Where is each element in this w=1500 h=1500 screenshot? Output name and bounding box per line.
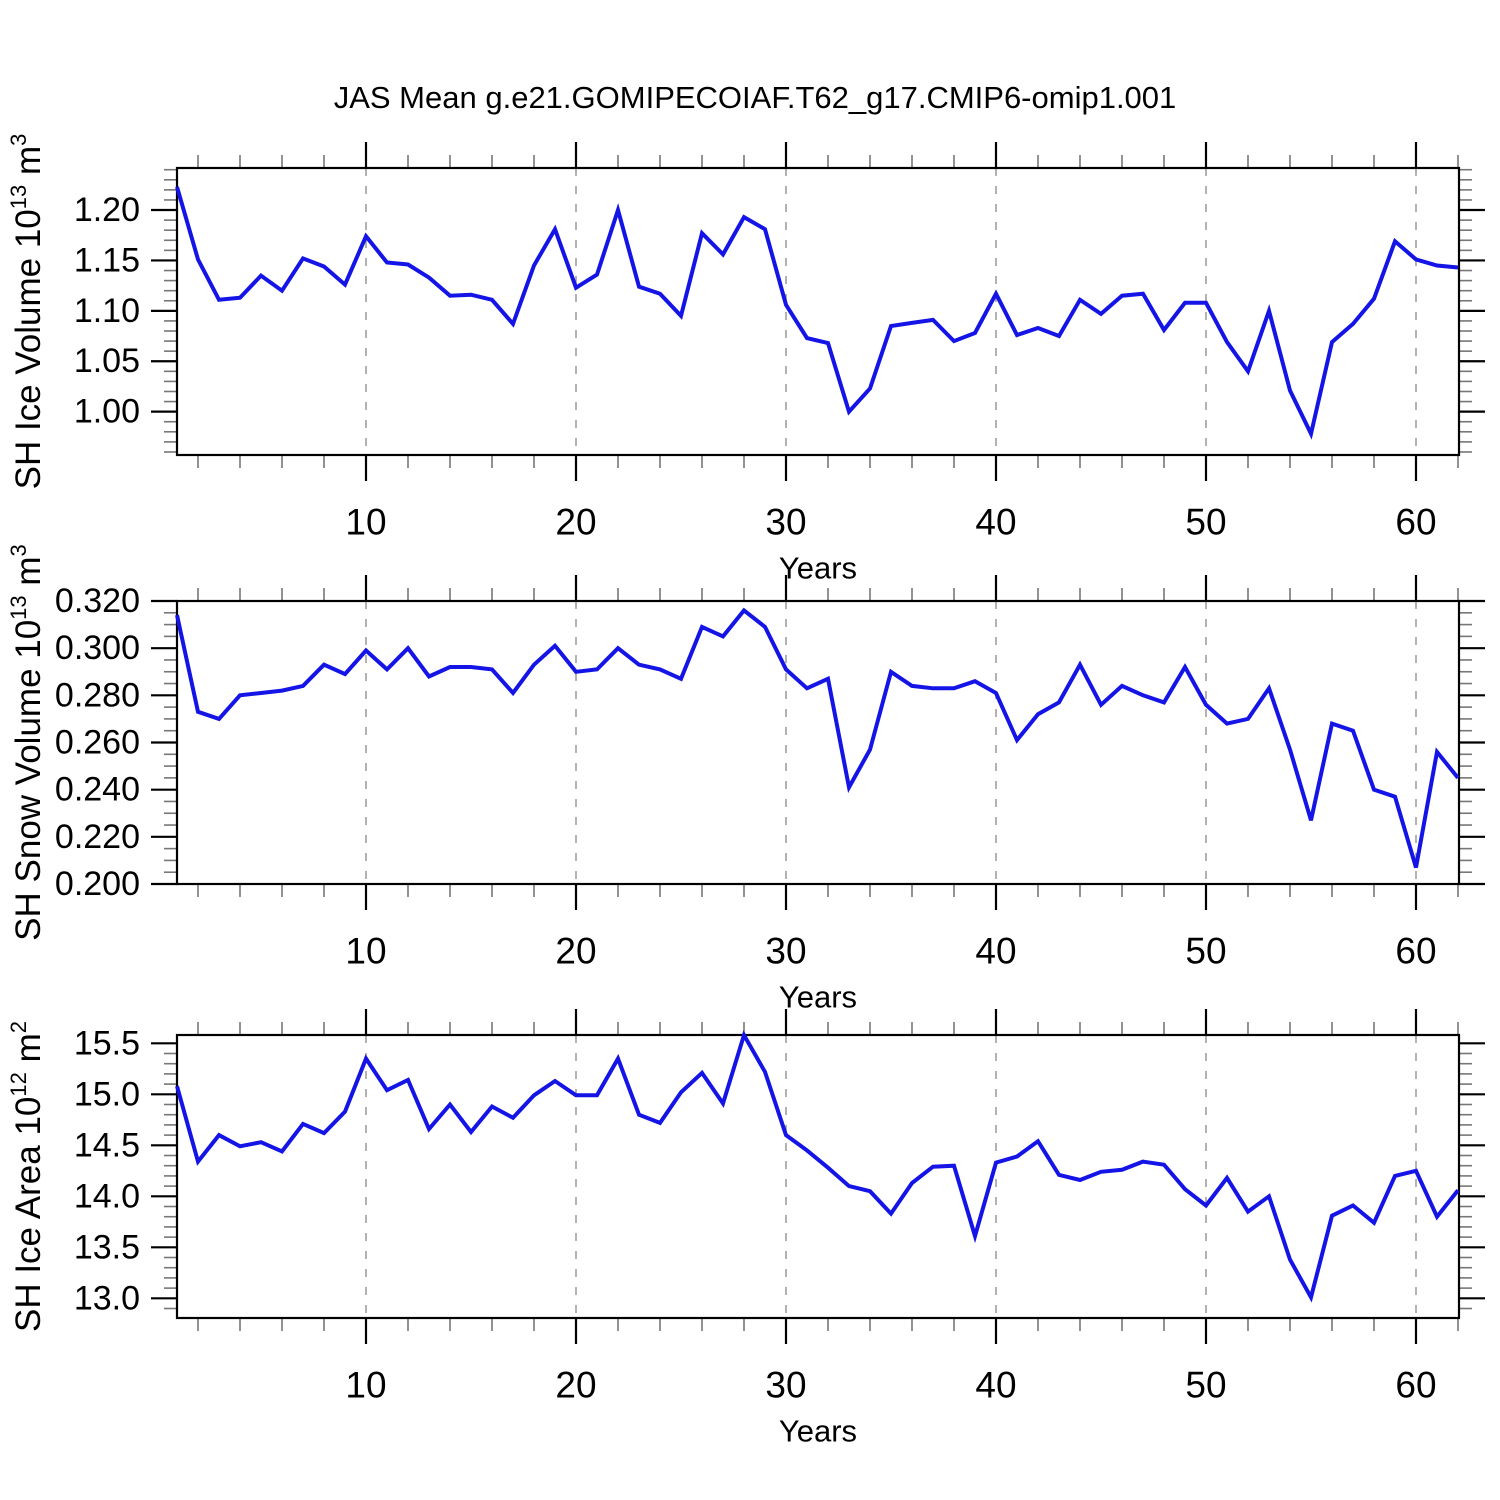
x-tick-label: 30 — [765, 1365, 806, 1406]
plot-frame — [175, 599, 1461, 886]
y-tick-label: 0.220 — [55, 818, 140, 856]
x-axis-label: Years — [779, 980, 857, 1015]
x-tick-label: 40 — [975, 1365, 1016, 1406]
x-tick-label: 10 — [345, 1365, 386, 1406]
y-tick-label: 14.5 — [74, 1126, 140, 1164]
panels: 10 20 30 40 50 60 1.00 1.05 1.10 1.15 1.20 Years SH … — [6, 134, 1485, 1449]
y-tick-label: 1.15 — [74, 241, 140, 279]
x-tick-label: 30 — [765, 502, 806, 543]
y-tick-label: 15.5 — [74, 1024, 140, 1062]
x-tick-label: 30 — [765, 931, 806, 972]
x-tick-label: 40 — [975, 931, 1016, 972]
x-tick-label: 20 — [555, 1365, 596, 1406]
series-line-sh-ice-volume — [175, 186, 1459, 440]
figure-title: JAS Mean g.e21.GOMIPECOIAF.T62_g17.CMIP6… — [334, 80, 1177, 115]
y-tick-label: 0.280 — [55, 676, 140, 714]
x-tick-label: 50 — [1185, 502, 1226, 543]
y-axis-label: SH Ice Area 1012 m2 — [6, 1021, 48, 1332]
y-axis-label: SH Ice Volume 1013 m3 — [6, 134, 48, 490]
plot-frame — [175, 1033, 1461, 1320]
panel-sh-ice-volume: 10 20 30 40 50 60 1.00 1.05 1.10 1.15 1.20 Years SH … — [6, 134, 1485, 586]
x-tick-label: 10 — [345, 502, 386, 543]
x-tick-label: 50 — [1185, 1365, 1226, 1406]
y-tick-label: 1.00 — [74, 393, 140, 431]
y-tick-label: 1.20 — [74, 191, 140, 229]
y-tick-label: 0.300 — [55, 629, 140, 667]
y-tick-label: 0.240 — [55, 771, 140, 809]
plot-frame — [175, 166, 1461, 457]
x-tick-label: 50 — [1185, 931, 1226, 972]
y-tick-label: 13.5 — [74, 1228, 140, 1266]
x-tick-label: 20 — [555, 502, 596, 543]
x-tick-label: 60 — [1395, 502, 1436, 543]
y-tick-label: 15.0 — [74, 1075, 140, 1113]
panel-sh-ice-area: 10 20 30 40 50 60 13.0 13.5 14.0 14.5 15.0 15.5 Year… — [6, 1009, 1485, 1449]
x-axis-label: Years — [779, 1414, 857, 1449]
y-tick-label: 0.320 — [55, 582, 140, 620]
series-line-sh-ice-area — [175, 1030, 1460, 1303]
y-tick-label: 0.260 — [55, 724, 140, 762]
panel-sh-snow-volume: 10 20 30 40 50 60 0.200 0.220 0.240 0.260 0.280 0.3… — [6, 544, 1485, 1015]
y-tick-label: 0.200 — [55, 865, 140, 903]
x-tick-label: 10 — [345, 931, 386, 972]
x-tick-label: 60 — [1395, 931, 1436, 972]
y-tick-label: 1.10 — [74, 292, 140, 330]
y-tick-label: 1.05 — [74, 342, 140, 380]
series-line-sh-snow-volume — [175, 607, 1460, 869]
y-axis-label: SH Snow Volume 1013 m3 — [6, 544, 48, 941]
y-tick-label: 13.0 — [74, 1279, 140, 1317]
x-tick-label: 60 — [1395, 1365, 1436, 1406]
x-tick-label: 20 — [555, 931, 596, 972]
x-tick-label: 40 — [975, 502, 1016, 543]
x-axis-label: Years — [779, 551, 857, 586]
y-tick-label: 14.0 — [74, 1177, 140, 1215]
